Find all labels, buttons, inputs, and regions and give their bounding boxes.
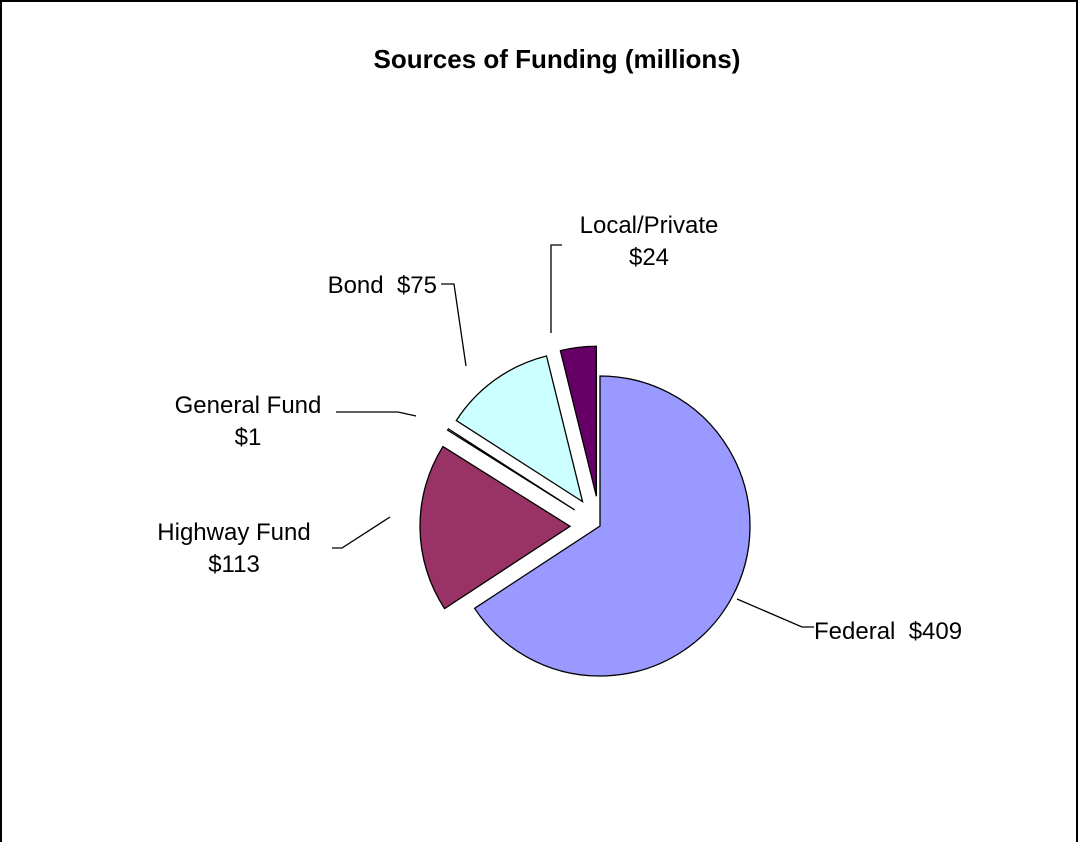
leader-line-local-private	[550, 244, 562, 333]
slice-label-line: Bond $75	[328, 272, 437, 299]
leader-lines-group	[332, 244, 814, 628]
leader-line-bond	[441, 283, 467, 367]
slice-label-local-private: Local/Private $24	[580, 212, 719, 271]
leader-line-general-fund	[336, 411, 417, 417]
leader-line-federal	[736, 598, 814, 628]
leader-line-highway-fund	[332, 516, 391, 549]
chart-title: Sources of Funding (millions)	[374, 44, 741, 74]
slice-label-highway-fund: Highway Fund $113	[157, 519, 310, 578]
slice-label-general-fund: General Fund $1	[175, 392, 322, 451]
slice-label-line: General Fund	[175, 392, 322, 419]
slice-label-bond: Bond $75	[328, 272, 437, 299]
pie-slice-federal	[473, 375, 751, 677]
pie-slice-general-fund	[446, 427, 576, 511]
pie-slice-highway-fund	[419, 445, 572, 610]
slice-label-line: $1	[235, 424, 262, 451]
slice-label-federal: Federal $409	[814, 618, 962, 645]
slice-label-line: Highway Fund	[157, 519, 310, 546]
slice-label-line: Local/Private	[580, 212, 719, 239]
pie-slice-bond	[455, 355, 584, 504]
slice-label-line: $24	[629, 244, 669, 271]
slice-label-line: $113	[208, 551, 260, 578]
pie-slice-local-private	[559, 345, 598, 497]
slice-label-line: Federal $409	[814, 618, 962, 645]
slices-group	[419, 345, 751, 677]
labels-group: Federal $409 Highway Fund $113 General Fund…	[157, 212, 962, 645]
